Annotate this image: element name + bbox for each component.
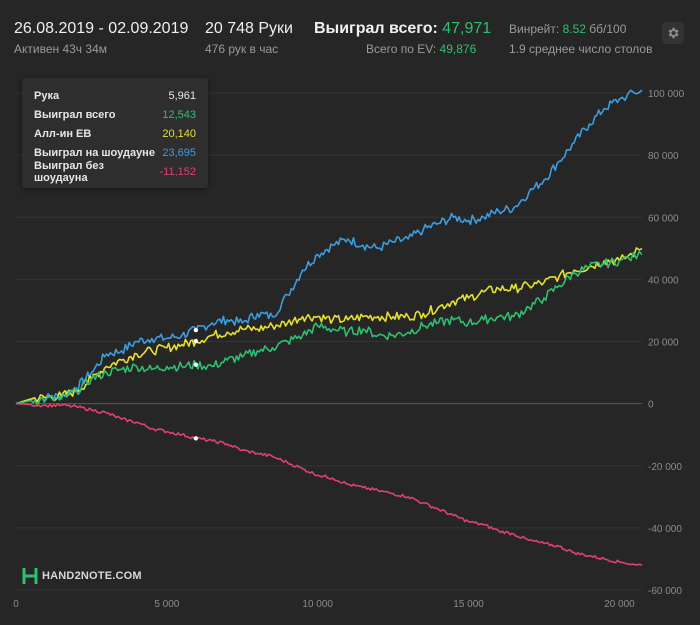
- date-range: 26.08.2019 - 02.09.2019: [14, 20, 189, 37]
- x-tick-label: 20 000: [604, 599, 635, 610]
- tooltip-label: Алл-ин EB: [34, 128, 92, 140]
- series-line: [15, 402, 643, 566]
- series-line: [15, 89, 643, 405]
- series-line: [15, 247, 643, 405]
- tooltip-label: Рука: [34, 90, 60, 102]
- y-tick-label: 100 000: [648, 89, 685, 100]
- tooltip-value: 5,961: [168, 90, 196, 102]
- winrate-unit: бб/100: [589, 22, 627, 36]
- hover-marker: [193, 362, 199, 367]
- hover-tooltip: Рука 5,961 Выиграл всего 12,543 Алл-ин E…: [22, 78, 208, 188]
- won-total-label: Выиграл всего:: [314, 20, 438, 37]
- x-tick-label: 10 000: [302, 599, 333, 610]
- series-line: [15, 250, 643, 405]
- y-tick-label: 80 000: [648, 151, 679, 162]
- x-tick-label: 5 000: [154, 599, 179, 610]
- tooltip-label: Выиграл всего: [34, 109, 116, 121]
- logo: HAND2NOTE.COM: [22, 567, 142, 585]
- tooltip-row: Выиграл на шоудауне 23,695: [34, 145, 196, 161]
- tooltip-row: Рука 5,961: [34, 88, 196, 104]
- tooltip-label: Выиграл без шоудауна: [34, 160, 104, 184]
- active-time: Активен 43ч 34м: [14, 42, 107, 56]
- tooltip-value: 12,543: [162, 109, 196, 121]
- y-tick-label: -40 000: [648, 524, 682, 535]
- y-tick-label: 40 000: [648, 275, 679, 286]
- ev-total-label: Всего по EV:: [366, 42, 437, 56]
- y-tick-label: -20 000: [648, 462, 682, 473]
- settings-button[interactable]: [662, 22, 684, 44]
- y-tick-label: -60 000: [648, 586, 682, 597]
- hands-count: 20 748 Руки: [205, 20, 293, 37]
- logo-text: HAND2NOTE.COM: [42, 570, 142, 582]
- tooltip-label: Выиграл на шоудауне: [34, 147, 155, 159]
- tooltip-row: Алл-ин EB 20,140: [34, 126, 196, 142]
- tooltip-value: 20,140: [162, 128, 196, 140]
- won-total-value: 47,971: [442, 20, 492, 37]
- avg-tables: 1.9 среднее число столов: [509, 42, 653, 56]
- winrate-label: Винрейт:: [509, 22, 560, 36]
- tooltip-row: Выиграл всего 12,543: [34, 107, 196, 123]
- winrate: Винрейт: 8.52 бб/100: [509, 22, 626, 36]
- x-tick-label: 15 000: [453, 599, 484, 610]
- hover-marker: [193, 327, 199, 333]
- tooltip-value: -11,152: [159, 166, 197, 178]
- y-tick-label: 0: [648, 400, 654, 411]
- h2n-logo-icon: [22, 568, 38, 584]
- y-tick-label: 60 000: [648, 213, 679, 224]
- ev-total: Всего по EV: 49,876: [366, 42, 476, 56]
- gear-icon: [668, 27, 679, 39]
- y-tick-label: 20 000: [648, 338, 679, 349]
- hover-marker: [193, 338, 199, 344]
- hover-marker: [193, 436, 199, 441]
- won-total: Выиграл всего: 47,971: [314, 20, 491, 38]
- ev-total-value: 49,876: [439, 42, 477, 56]
- winrate-value: 8.52: [562, 22, 586, 36]
- tooltip-value: 23,695: [162, 147, 196, 159]
- hands-per-hour: 476 рук в час: [205, 42, 279, 56]
- tooltip-row: Выиграл без шоудауна -11,152: [34, 160, 197, 184]
- x-tick-label: 0: [13, 599, 19, 610]
